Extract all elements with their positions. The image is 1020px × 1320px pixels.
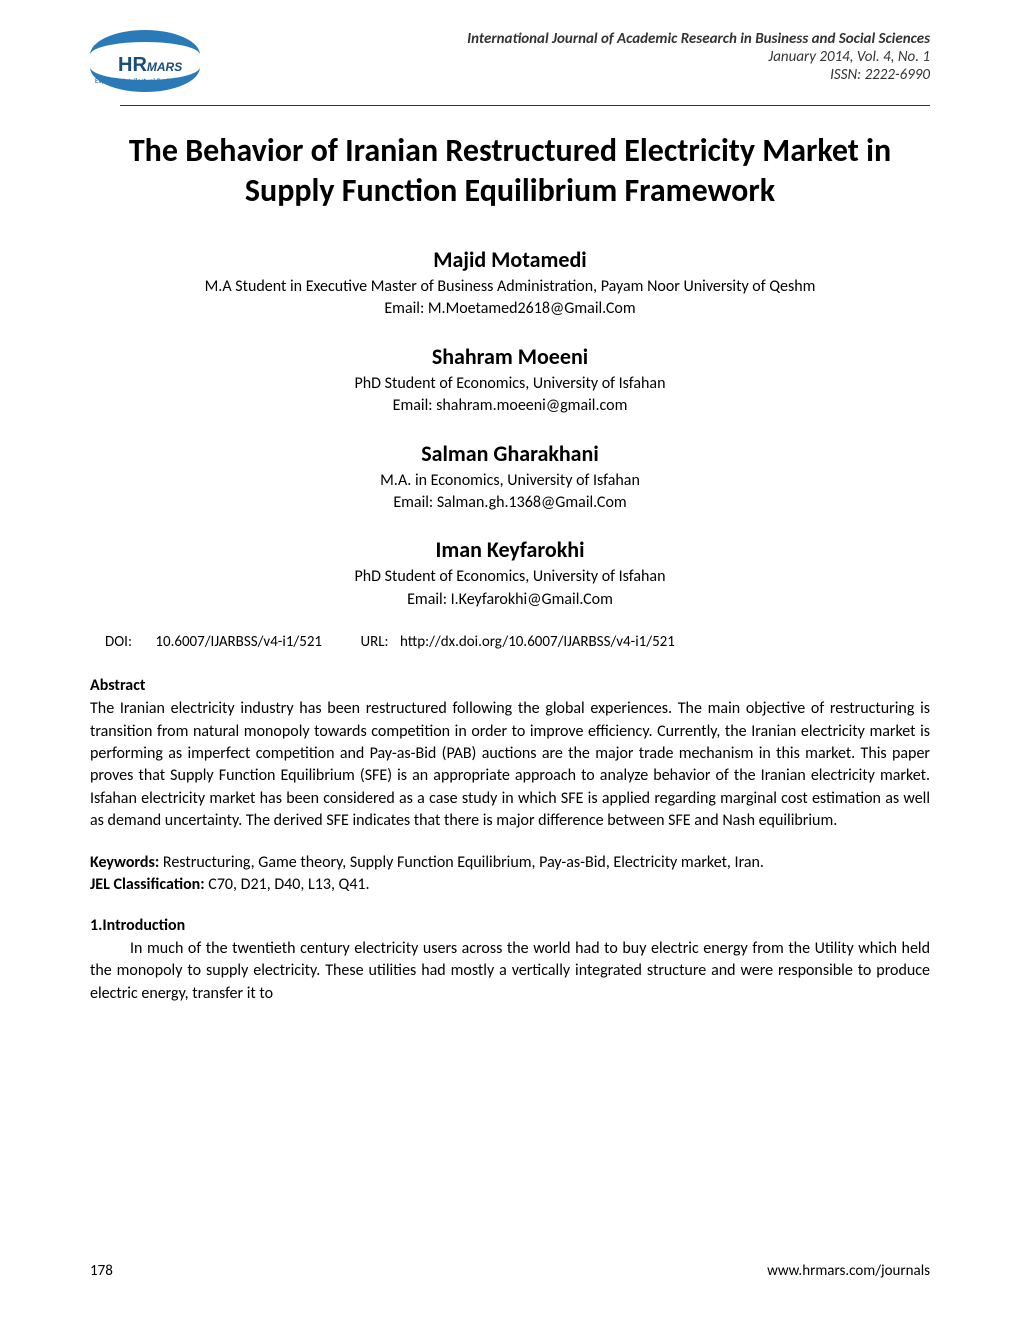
keywords-text: Restructuring, Game theory, Supply Funct…	[159, 853, 764, 872]
keywords-label: Keywords:	[90, 853, 159, 872]
abstract-heading: Abstract	[90, 676, 930, 695]
journal-issn: ISSN: 2222-6990	[467, 66, 930, 84]
hrmars-logo: HRMARS Exploring Intellectual Capital	[90, 30, 210, 100]
author-block-2: Shahram Moeeni PhD Student of Economics,…	[90, 343, 930, 418]
jel-text: C70, D21, D40, L13, Q41.	[205, 875, 370, 894]
footer-website: www.hrmars.com/journals	[767, 1262, 930, 1280]
author-block-3: Salman Gharakhani M.A. in Economics, Uni…	[90, 440, 930, 515]
author-email: Email: M.Moetamed2618@Gmail.Com	[90, 298, 930, 320]
page-number: 178	[90, 1262, 113, 1280]
author-email: Email: I.Keyfarokhi@Gmail.Com	[90, 589, 930, 611]
page-footer: 178 www.hrmars.com/journals	[90, 1262, 930, 1280]
introduction-text: In much of the twentieth century electri…	[90, 938, 930, 1005]
author-name: Salman Gharakhani	[90, 440, 930, 467]
page-header: HRMARS Exploring Intellectual Capital In…	[90, 30, 930, 100]
jel-label: JEL Classification:	[90, 875, 205, 894]
url-label: URL:	[360, 633, 388, 651]
doi-value: 10.6007/IJARBSS/v4-i1/521	[155, 633, 322, 651]
introduction-heading: 1.Introduction	[90, 916, 930, 935]
author-affiliation: M.A. in Economics, University of Isfahan	[90, 470, 930, 492]
journal-title: International Journal of Academic Resear…	[467, 30, 930, 48]
author-name: Shahram Moeeni	[90, 343, 930, 370]
author-name: Iman Keyfarokhi	[90, 536, 930, 563]
abstract-text: The Iranian electricity industry has bee…	[90, 698, 930, 832]
author-affiliation: M.A Student in Executive Master of Busin…	[90, 276, 930, 298]
header-divider	[120, 105, 930, 106]
author-email: Email: Salman.gh.1368@Gmail.Com	[90, 492, 930, 514]
author-affiliation: PhD Student of Economics, University of …	[90, 373, 930, 395]
doi-section: DOI: 10.6007/IJARBSS/v4-i1/521 URL: http…	[90, 633, 930, 651]
author-affiliation: PhD Student of Economics, University of …	[90, 566, 930, 588]
journal-info: International Journal of Academic Resear…	[467, 30, 930, 84]
jel-section: JEL Classification: C70, D21, D40, L13, …	[90, 875, 930, 894]
author-block-1: Majid Motamedi M.A Student in Executive …	[90, 246, 930, 321]
paper-title: The Behavior of Iranian Restructured Ele…	[90, 131, 930, 211]
keywords-section: Keywords: Restructuring, Game theory, Su…	[90, 852, 930, 874]
author-name: Majid Motamedi	[90, 246, 930, 273]
logo-swoosh-bottom	[90, 67, 200, 92]
url-value: http://dx.doi.org/10.6007/IJARBSS/v4-i1/…	[400, 633, 675, 651]
doi-label: DOI:	[105, 633, 132, 651]
journal-issue: January 2014, Vol. 4, No. 1	[467, 48, 930, 66]
author-email: Email: shahram.moeeni@gmail.com	[90, 395, 930, 417]
logo-swoosh-top	[90, 30, 200, 55]
author-block-4: Iman Keyfarokhi PhD Student of Economics…	[90, 536, 930, 611]
